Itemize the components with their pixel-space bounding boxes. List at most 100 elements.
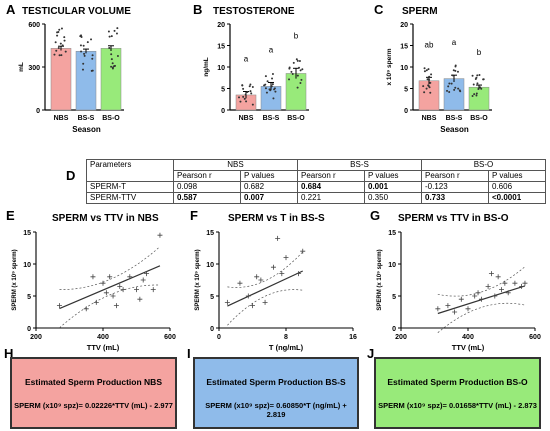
data-point — [111, 66, 114, 69]
data-point — [450, 82, 453, 85]
data-point — [265, 91, 268, 94]
data-point — [264, 83, 267, 86]
data-point — [58, 28, 61, 31]
data-point — [251, 103, 254, 106]
data-point — [296, 74, 299, 77]
y-axis-label: SPERM (x 10⁹ sperm) — [377, 249, 383, 310]
table-cell: <0.0001 — [488, 192, 546, 204]
x-tick-label: 600 — [164, 334, 176, 341]
panel-title-b: TESTOSTERONE — [213, 6, 295, 17]
table-subheader-row: Pearson r P values Pearson r P values Pe… — [86, 170, 546, 182]
data-point — [451, 74, 454, 77]
data-point — [249, 83, 252, 86]
data-point — [300, 248, 306, 254]
data-point — [272, 97, 275, 100]
estimate-box-formula: SPERM (x10⁹ spz)= 0.60850*T (ng/mL) + 2.… — [205, 401, 347, 419]
data-point — [300, 78, 303, 81]
data-point — [475, 290, 481, 296]
data-point — [296, 271, 302, 277]
data-point — [283, 255, 289, 261]
data-point — [428, 75, 431, 78]
table-cell: 0.682 — [240, 181, 298, 193]
data-point — [298, 66, 301, 69]
data-point — [425, 69, 428, 72]
data-point — [452, 309, 458, 315]
data-point — [465, 306, 471, 312]
data-point — [258, 277, 264, 283]
x-tick-label: 8 — [284, 334, 288, 341]
data-point — [288, 78, 291, 81]
y-tick-label: 15 — [400, 44, 408, 51]
table-row: SPERM-TTV 0.587 0.007 0.221 0.350 0.733 … — [86, 192, 546, 204]
estimate-box-formula: SPERM (x10⁹ spz)= 0.01658*TTV (mL) - 2.8… — [378, 401, 537, 410]
data-point — [264, 87, 267, 90]
panel-title-g: SPERM vs TTV in BS-O — [398, 213, 509, 224]
table-header-row: Parameters NBS BS-S BS-O — [86, 159, 546, 171]
x-tick-label: NBS — [422, 115, 437, 122]
data-point — [428, 78, 431, 81]
data-point — [56, 303, 62, 309]
data-point — [423, 91, 426, 94]
data-point — [144, 271, 150, 277]
data-point — [295, 58, 298, 61]
data-point — [275, 235, 281, 241]
x-tick-label: BS-S — [446, 115, 463, 122]
data-point — [495, 274, 501, 280]
data-point — [103, 290, 109, 296]
data-point — [447, 85, 450, 88]
x-axis-label: TTV (mL) — [87, 343, 120, 352]
data-point — [113, 29, 116, 32]
table-cell: 0.098 — [173, 181, 241, 193]
panel-letter-c: C — [374, 2, 384, 17]
data-point — [505, 290, 511, 296]
x-tick-label: NBS — [239, 115, 254, 122]
data-point — [90, 69, 93, 72]
estimate-box-bso: Estimated Sperm Production BS-O SPERM (x… — [374, 357, 541, 429]
data-point — [63, 39, 66, 42]
data-point — [299, 69, 302, 72]
table-header-cell: NBS — [173, 159, 298, 171]
y-tick-label: 0 — [210, 326, 214, 333]
data-point — [61, 44, 64, 47]
data-point — [246, 90, 249, 93]
data-point — [492, 293, 498, 299]
y-tick-label: 300 — [28, 65, 40, 72]
data-point — [475, 76, 478, 79]
data-point — [110, 293, 116, 299]
data-point — [448, 82, 451, 85]
table-cell: -0.123 — [421, 181, 489, 193]
x-tick-label: NBS — [54, 115, 69, 122]
panel-letter-i: I — [187, 346, 191, 361]
data-point — [117, 283, 123, 289]
panel-title-f: SPERM vs T in BS-S — [228, 213, 325, 224]
data-point — [111, 62, 114, 65]
data-point — [478, 296, 484, 302]
data-point — [107, 274, 113, 280]
data-point — [472, 83, 475, 86]
data-point — [137, 296, 143, 302]
x-axis-label: Season — [72, 125, 101, 134]
y-tick-label: 15 — [23, 230, 31, 237]
data-point — [301, 68, 304, 71]
data-point — [80, 34, 83, 37]
data-point — [446, 89, 449, 92]
x-tick-label: 200 — [30, 334, 42, 341]
data-point — [473, 93, 476, 96]
table-subheader-cell: Pearson r — [421, 170, 489, 182]
data-point — [113, 65, 116, 68]
data-point — [279, 271, 285, 277]
y-tick-label: 10 — [206, 262, 214, 269]
data-point — [108, 47, 111, 50]
data-point — [250, 92, 253, 95]
table-cell: 0.684 — [297, 181, 365, 193]
data-point — [288, 67, 291, 70]
estimate-box-title: Estimated Sperm Production NBS — [25, 377, 162, 387]
x-tick-label: BS-S — [263, 115, 280, 122]
table-header-cell: BS-O — [421, 159, 546, 171]
regression-line — [59, 265, 161, 310]
x-axis-label: TTV (mL) — [452, 343, 485, 352]
bar — [50, 48, 72, 111]
data-point — [482, 78, 485, 81]
data-point — [512, 280, 518, 286]
confidence-band-upper — [437, 266, 526, 297]
